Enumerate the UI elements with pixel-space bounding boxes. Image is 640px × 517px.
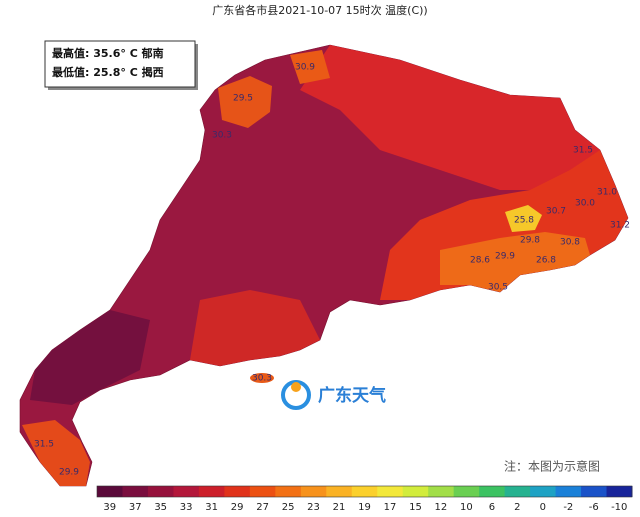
map-label: 29.5 [233, 94, 253, 104]
map-label: 25.8 [514, 216, 534, 226]
colorbar-segment [249, 486, 276, 497]
map-label: 29.9 [59, 468, 79, 478]
colorbar-segment [97, 486, 123, 497]
colorbar-tick: 19 [358, 502, 371, 513]
colorbar-tick: 23 [307, 502, 320, 513]
colorbar-tick: 29 [231, 502, 244, 513]
colorbar-tick: -10 [611, 502, 627, 513]
colorbar-segment [606, 486, 633, 497]
colorbar-segment [504, 486, 531, 497]
region-west [30, 310, 150, 405]
colorbar-tick: 6 [489, 502, 495, 513]
colorbar-tick: 35 [154, 502, 167, 513]
colorbar-segment [555, 486, 582, 497]
map-label: 30.9 [295, 63, 315, 73]
colorbar-segment [377, 486, 404, 497]
logo-sun [291, 382, 301, 392]
map-label: 31.5 [34, 440, 54, 450]
colorbar-tick: 21 [333, 502, 346, 513]
colorbar-tick: 33 [180, 502, 193, 513]
colorbar-tick: 25 [282, 502, 295, 513]
colorbar-segment [351, 486, 378, 497]
colorbar-tick: -6 [589, 502, 599, 513]
brand: 广东天气 [318, 385, 386, 406]
colorbar-segment [275, 486, 302, 497]
region-south [190, 290, 320, 366]
map-label: 30.3 [212, 131, 232, 141]
map-label: 30.7 [546, 207, 566, 217]
colorbar-segment [581, 486, 608, 497]
note: 注：本图为示意图 [504, 459, 600, 474]
colorbar-segment [300, 486, 327, 497]
colorbar-segment [326, 486, 353, 497]
region-cool [505, 205, 542, 232]
region-northwest [218, 76, 272, 128]
map-label: 29.8 [520, 236, 540, 246]
colorbar-tick: 0 [540, 502, 546, 513]
map-label: 28.6 [470, 256, 490, 266]
colorbar-frame [96, 485, 633, 498]
map-label: 26.8 [536, 256, 556, 266]
map-label: 31.0 [597, 188, 617, 198]
region-southeast [440, 232, 590, 292]
map-label: 30.0 [575, 199, 595, 209]
map-label: 30.3 [252, 374, 272, 384]
colorbar-tick: 31 [205, 502, 218, 513]
box [44, 40, 196, 88]
colorbar-tick: 2 [514, 502, 520, 513]
colorbar-tick: 12 [435, 502, 448, 513]
map-label: 30.5 [488, 283, 508, 293]
logo: 广东天气 [281, 380, 386, 410]
colorbar-segment [402, 486, 429, 497]
colorbar-tick: -2 [563, 502, 573, 513]
island [250, 373, 274, 383]
colorbar-segment [479, 486, 506, 497]
colorbar-tick: 17 [384, 502, 397, 513]
map [19, 44, 629, 487]
colorbar-segment [530, 486, 557, 497]
map-label: 31.5 [573, 146, 593, 156]
colorbar-segment [173, 486, 200, 497]
min-text: 最低值: 25.8° C 揭西 [52, 65, 164, 79]
colorbar-segment [198, 486, 225, 497]
colorbar-tick: 15 [409, 502, 422, 513]
title: 广东省各市县2021-10-07 15时次 温度(C)) [212, 3, 427, 17]
region-north [300, 45, 600, 190]
colorbar-tick: 27 [256, 502, 269, 513]
colorbar-segment [224, 486, 251, 497]
colorbar-tick: 10 [460, 502, 473, 513]
colorbar-segment [147, 486, 174, 497]
extremes-box: 最高值: 35.6° C 郁南 最低值: 25.8° C 揭西 [44, 40, 198, 90]
colorbar-tick: 37 [129, 502, 142, 513]
map-label: 29.9 [495, 252, 515, 262]
map-label: 30.8 [560, 238, 580, 248]
colorbar-segment [428, 486, 455, 497]
colorbar-segment [122, 486, 149, 497]
map-label: 31.2 [610, 221, 630, 231]
colorbar-tick: 39 [103, 502, 116, 513]
region-top [290, 50, 330, 84]
region-southwest [22, 420, 90, 486]
colorbar-segment [453, 486, 480, 497]
max-text: 最高值: 35.6° C 郁南 [52, 46, 164, 60]
